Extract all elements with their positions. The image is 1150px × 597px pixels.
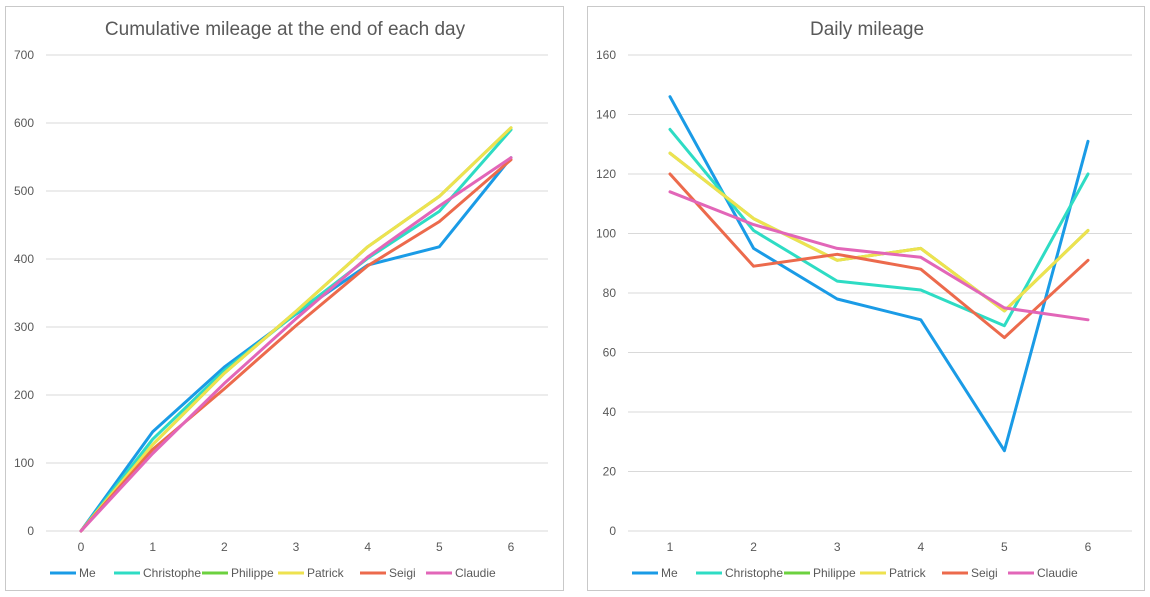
cumulative-mileage-chart-svg: Cumulative mileage at the end of each da…: [14, 19, 548, 580]
y-tick-label: 200: [14, 388, 34, 402]
x-tick-label: 1: [667, 540, 674, 554]
chart-title: Cumulative mileage at the end of each da…: [105, 19, 466, 40]
x-tick-label: 1: [149, 540, 156, 554]
x-tick-label: 6: [1085, 540, 1092, 554]
y-tick-label: 120: [596, 167, 616, 181]
x-tick-label: 3: [293, 540, 300, 554]
legend-label-christophe: Christophe: [143, 566, 201, 580]
daily-mileage-chart: Daily mileage 0 20 40 60 80 100 120 140 160 1 2 3 4 5…: [587, 6, 1145, 591]
y-tick-label: 60: [603, 346, 617, 360]
x-tick-label: 5: [436, 540, 443, 554]
y-tick-label: 0: [609, 524, 616, 538]
daily-mileage-chart-svg: Daily mileage 0 20 40 60 80 100 120 140 160 1 2 3 4 5…: [596, 19, 1132, 580]
x-tick-label: 3: [834, 540, 841, 554]
legend-label-seigi: Seigi: [971, 566, 998, 580]
legend-label-philippe: Philippe: [813, 566, 856, 580]
series-line-patrick: [79, 126, 513, 533]
legend-label-patrick: Patrick: [307, 566, 345, 580]
x-tick-label: 2: [221, 540, 228, 554]
y-tick-label: 20: [603, 465, 617, 479]
legend-label-philippe: Philippe: [231, 566, 274, 580]
x-tick-label: 2: [750, 540, 757, 554]
y-tick-label: 300: [14, 320, 34, 334]
y-tick-label: 40: [603, 405, 617, 419]
legend-label-claudie: Claudie: [1037, 566, 1078, 580]
legend-label-me: Me: [661, 566, 678, 580]
series-line-christophe: [668, 127, 1090, 328]
legend-label-claudie: Claudie: [455, 566, 496, 580]
y-tick-label: 140: [596, 108, 616, 122]
y-tick-label: 0: [27, 524, 34, 538]
cumulative-mileage-chart: Cumulative mileage at the end of each da…: [5, 6, 564, 591]
legend-label-me: Me: [79, 566, 96, 580]
y-tick-label: 100: [14, 456, 34, 470]
x-tick-label: 0: [78, 540, 85, 554]
legend-label-patrick: Patrick: [889, 566, 927, 580]
x-tick-label: 5: [1001, 540, 1008, 554]
y-tick-label: 400: [14, 252, 34, 266]
x-tick-label: 4: [917, 540, 924, 554]
y-tick-label: 160: [596, 48, 616, 62]
x-tick-label: 6: [508, 540, 515, 554]
y-tick-label: 700: [14, 48, 34, 62]
y-tick-label: 600: [14, 116, 34, 130]
series-line-seigi: [668, 172, 1090, 340]
series-line-christophe: [79, 128, 513, 533]
series-line-me: [668, 95, 1090, 453]
series-line-claudie: [79, 156, 513, 533]
x-tick-label: 4: [364, 540, 371, 554]
y-tick-label: 100: [596, 227, 616, 241]
series-line-seigi: [79, 158, 513, 533]
y-tick-label: 500: [14, 184, 34, 198]
legend-label-christophe: Christophe: [725, 566, 783, 580]
legend-label-seigi: Seigi: [389, 566, 416, 580]
y-tick-label: 80: [603, 286, 617, 300]
chart-title: Daily mileage: [810, 19, 924, 40]
series-line-claudie: [668, 190, 1090, 322]
